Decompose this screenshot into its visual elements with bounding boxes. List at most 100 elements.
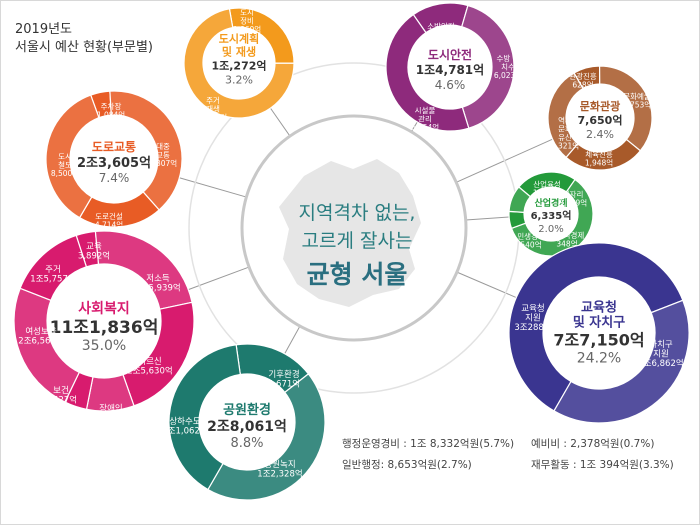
slice-label-3-3-2: 유산 bbox=[558, 132, 572, 142]
slice-label-2-0-0: 소방안전 bbox=[427, 21, 455, 31]
donut-title-7-1: 및 자치구 bbox=[573, 315, 625, 331]
connector-line-7 bbox=[456, 271, 517, 299]
donut-title-0-1: 및 재생 bbox=[222, 45, 256, 59]
note-reserve: 예비비 : 2,378억원(0.7%) bbox=[531, 438, 655, 450]
donut-hole-6 bbox=[199, 374, 295, 470]
slice-label-1-2-0: 도로건설 bbox=[95, 211, 123, 221]
center-line-1: 지역격차 없는, bbox=[299, 202, 416, 224]
slice-value-1-2: 4,714억 bbox=[95, 221, 123, 230]
slice-value-3-1: 2,753억 bbox=[623, 101, 651, 110]
slice-label-3-2-0: 체육진흥 bbox=[585, 149, 613, 159]
slice-label-1-3-1: 철도 bbox=[58, 160, 72, 170]
slice-label-0-0-0: 도시 bbox=[240, 8, 254, 17]
donut-share-4: 2.0% bbox=[538, 224, 563, 235]
slice-value-3-2: 1,948억 bbox=[585, 159, 613, 168]
chart-title: 2019년도 서울시 예산 현황(부문별) bbox=[15, 21, 153, 57]
slice-label-7-1-1: 지원 bbox=[525, 314, 541, 324]
connector-line-4 bbox=[465, 216, 510, 221]
slice-label-1-3-0: 도시 bbox=[58, 152, 72, 161]
note-general: 일반행정: 8,653억원(2.7%) bbox=[342, 459, 472, 471]
slice-value-5-4: 4,527억 bbox=[45, 395, 77, 406]
donut-title-5-0: 사회복지 bbox=[78, 301, 130, 317]
donut-title-4-0: 산업경제 bbox=[534, 197, 567, 209]
connector-lines bbox=[179, 107, 553, 354]
slice-value-5-2: 2조5,630억 bbox=[127, 366, 172, 377]
donut-share-5: 35.0% bbox=[82, 338, 126, 354]
connector-line-1 bbox=[179, 177, 247, 198]
slice-value-1-3: 8,500억 bbox=[51, 169, 79, 178]
slice-label-5-0-0: 교육 bbox=[86, 242, 102, 252]
donut-title-2-0: 도시안전 bbox=[428, 47, 472, 62]
donut-title-0-0: 도시계획 bbox=[219, 32, 259, 46]
donut-hole-4 bbox=[524, 187, 578, 241]
slice-label-2-1-1: 치수 bbox=[501, 63, 515, 72]
slice-value-2-1: 6,023억 bbox=[494, 71, 522, 80]
donut-hole-3 bbox=[566, 84, 634, 152]
connector-line-5 bbox=[188, 266, 250, 291]
slice-value-4-3: 540억 bbox=[520, 241, 541, 250]
slice-value-5-6: 1조5,757억 bbox=[30, 274, 75, 285]
slice-value-3-3: 2,321억 bbox=[551, 142, 579, 151]
slice-label-4-3-0: 민생경제 bbox=[517, 231, 545, 241]
slice-label-5-6-0: 주거 bbox=[45, 265, 61, 275]
slice-label-0-1-1: 재생 bbox=[206, 104, 220, 114]
slice-value-0-0: 2,860억 bbox=[233, 25, 261, 34]
donut-amount-3: 7,650억 bbox=[578, 114, 623, 127]
slice-label-3-1-0: 문화예술 bbox=[623, 91, 651, 101]
slice-label-7-1-0: 교육청 bbox=[521, 304, 544, 314]
donut-hole-0 bbox=[203, 27, 275, 99]
slice-label-2-2-1: 관리 bbox=[418, 114, 432, 124]
slice-value-0-1: 7,412억 bbox=[199, 113, 227, 122]
slice-label-5-1-0: 저소득 bbox=[146, 274, 170, 284]
donut-share-0: 3.2% bbox=[225, 74, 253, 87]
slice-label-0-1-0: 주거 bbox=[206, 96, 220, 105]
slice-label-1-1-0: 대중 bbox=[156, 142, 170, 151]
slice-label-6-1-0: 공원녹지 bbox=[264, 460, 295, 470]
slice-value-1-1: 9,307억 bbox=[149, 159, 177, 168]
donut-hole-7 bbox=[543, 277, 655, 389]
slice-label-0-0-1: 정비 bbox=[240, 16, 254, 26]
slice-value-6-0: 4,671억 bbox=[268, 379, 300, 390]
donut-amount-0: 1조,272억 bbox=[211, 60, 266, 73]
slice-label-6-0-0: 기후환경 bbox=[268, 369, 299, 380]
slice-4-1 bbox=[510, 178, 594, 257]
note-finance: 재무활동 : 1조 394억원(3.3%) bbox=[531, 459, 674, 471]
donut-amount-4: 6,335억 bbox=[531, 210, 572, 222]
slice-label-5-5-0: 여성보육 bbox=[25, 326, 56, 337]
donut-amount-2: 1조4,781억 bbox=[416, 63, 484, 77]
center-line-3: 균형 서울 bbox=[307, 260, 408, 289]
slice-value-5-3: 9,526억 bbox=[95, 413, 127, 424]
seoul-map-silhouette bbox=[279, 159, 421, 307]
donut-title-1-0: 도로교통 bbox=[92, 139, 136, 154]
donut-share-7: 24.2% bbox=[577, 351, 621, 367]
slice-value-3-0: 628억 bbox=[572, 81, 593, 90]
slice-value-4-0: 1,258억 bbox=[533, 189, 561, 198]
slice-label-1-1-1: 교통 bbox=[156, 151, 170, 160]
slice-label-1-0-0: 주차장 bbox=[101, 101, 122, 111]
slice-label-5-2-0: 어르신 bbox=[138, 356, 161, 367]
donut-hole-1 bbox=[70, 115, 158, 203]
donut-hole-5 bbox=[47, 264, 161, 378]
slice-label-6-2-0: 상하수도 bbox=[169, 416, 200, 427]
slice-label-4-0-0: 산업육성 bbox=[533, 179, 561, 189]
slice-value-4-2: 348억 bbox=[556, 240, 577, 249]
slice-label-5-3-0: 장애인 bbox=[99, 403, 122, 414]
slice-label-7-0-0: 자치구 bbox=[649, 340, 673, 350]
slice-label-2-2-0: 시설물 bbox=[415, 106, 436, 115]
slice-value-5-1: 2조5,939억 bbox=[135, 283, 180, 294]
title-year: 2019년도 bbox=[15, 22, 73, 37]
slice-value-7-1: 3조288억 bbox=[514, 322, 551, 333]
donut-share-6: 8.8% bbox=[230, 436, 263, 451]
slice-label-2-1-0: 수방 및 bbox=[496, 53, 519, 63]
center-line-2: 고르게 잘사는 bbox=[302, 230, 413, 252]
slice-6-2 bbox=[168, 344, 241, 491]
slice-value-4-1: 3,189억 bbox=[559, 199, 587, 208]
